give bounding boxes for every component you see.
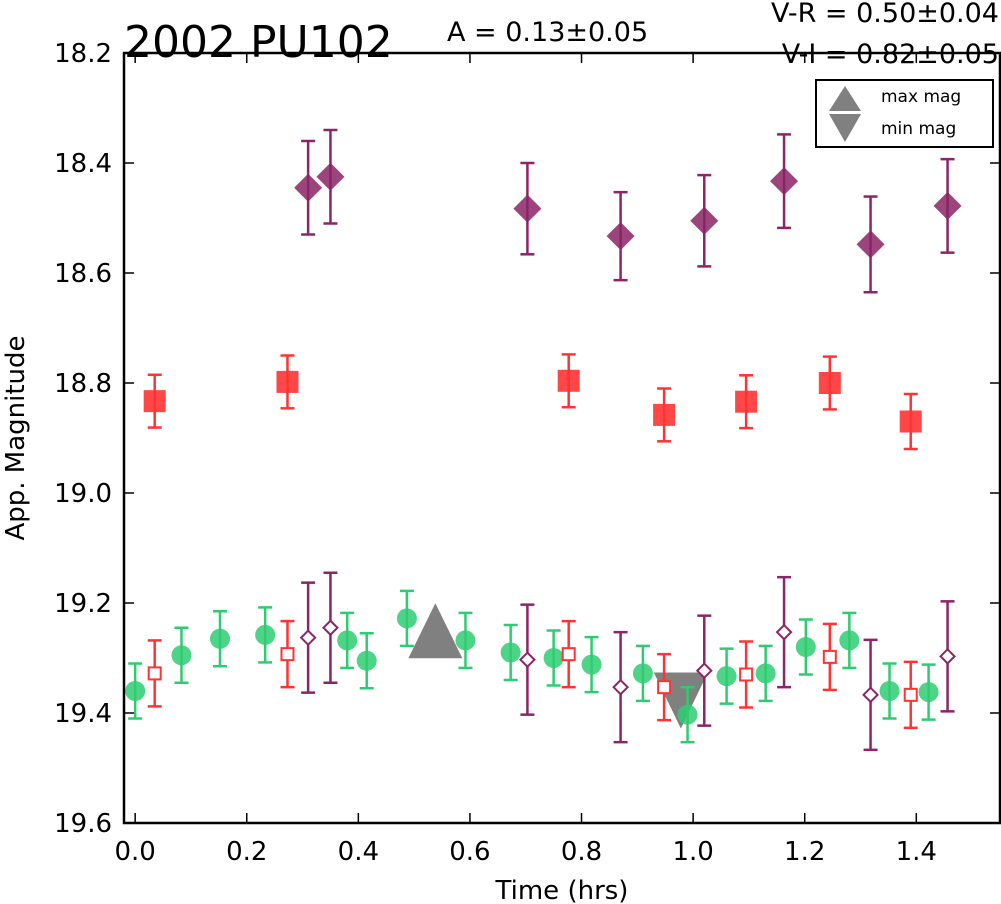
- purple-filled-point: [316, 162, 345, 191]
- purple-filled-point: [690, 206, 719, 235]
- red-open-point: [657, 680, 672, 695]
- legend-min-mag-marker: [829, 114, 861, 142]
- x-tick-label: 0.6: [449, 837, 490, 867]
- y-tick-label: 18.2: [54, 39, 112, 69]
- purple-filled-point: [770, 167, 799, 196]
- green-point: [171, 645, 192, 666]
- max-mag-triangle: [408, 603, 463, 659]
- red-open-point: [822, 649, 837, 664]
- legend-max-mag-marker: [829, 86, 861, 111]
- green-point: [632, 663, 653, 684]
- purple-open-point: [322, 619, 339, 637]
- axis-ticks: 0.0 0.2 0.4 0.6 0.8 1.0 1.2 1.4 18.2 18.4 18.6 18.8…: [54, 39, 1000, 867]
- chart-title: 2002 PU102: [124, 17, 393, 68]
- v-i-color-label: V-I = 0.82±0.05: [782, 39, 999, 70]
- y-tick-label: 19.6: [54, 809, 112, 839]
- purple-open-point: [695, 662, 713, 680]
- green-point: [209, 628, 230, 649]
- green-point: [839, 630, 860, 651]
- x-tick-label: 1.4: [896, 837, 937, 867]
- purple-open-point: [862, 686, 879, 704]
- green-point: [879, 681, 900, 701]
- y-tick-label: 18.6: [54, 259, 112, 289]
- green-point: [677, 704, 698, 725]
- y-tick-label: 18.8: [54, 369, 112, 399]
- green-point: [918, 682, 939, 703]
- green-point: [716, 666, 737, 687]
- x-tick-label: 0.4: [338, 837, 379, 867]
- purple-open-point: [612, 678, 630, 696]
- red-filled-point: [143, 390, 166, 413]
- purple-open-point: [939, 647, 956, 665]
- x-tick-label: 0.8: [561, 837, 602, 867]
- purple-open-point: [775, 623, 793, 641]
- green-point: [337, 630, 358, 651]
- legend-max-mag-label: max mag: [881, 87, 961, 107]
- red-filled-point: [557, 369, 580, 392]
- x-axis-label: Time (hrs): [495, 876, 629, 904]
- purple-filled-point: [856, 230, 885, 259]
- red-open-point: [561, 647, 576, 662]
- red-filled-point: [653, 403, 676, 426]
- x-tick-label: 0.0: [114, 837, 155, 867]
- y-tick-label: 19.0: [54, 479, 112, 509]
- red-filled-point: [276, 370, 299, 393]
- green-point: [356, 650, 377, 671]
- y-tick-label: 18.4: [54, 149, 112, 179]
- plot-frame: [122, 51, 1001, 825]
- red-filled-point: [899, 410, 922, 433]
- green-point: [500, 642, 521, 663]
- x-tick-label: 1.2: [784, 837, 825, 867]
- green-point: [396, 608, 417, 629]
- legend: max mag min mag: [815, 79, 994, 148]
- data-marks: [125, 128, 962, 752]
- amplitude-label: A = 0.13±0.05: [447, 17, 648, 48]
- green-point: [581, 654, 602, 675]
- red-filled-point: [818, 372, 841, 394]
- green-point: [795, 637, 816, 657]
- purple-open-point: [518, 651, 536, 669]
- purple-filled-point: [294, 173, 323, 202]
- purple-filled-point: [933, 191, 962, 220]
- red-filled-point: [735, 390, 758, 413]
- x-tick-label: 0.2: [226, 837, 267, 867]
- green-point: [255, 624, 276, 645]
- red-open-point: [280, 647, 295, 662]
- v-r-color-label: V-R = 0.50±0.04: [771, 0, 999, 29]
- x-tick-label: 1.0: [672, 837, 713, 867]
- green-point: [455, 630, 476, 651]
- red-open-point: [147, 666, 162, 681]
- y-tick-label: 19.4: [54, 699, 112, 729]
- red-open-point: [903, 687, 918, 702]
- green-point: [125, 681, 146, 701]
- legend-min-mag-label: min mag: [881, 119, 956, 139]
- purple-open-point: [299, 629, 317, 647]
- y-tick-label: 19.2: [54, 589, 112, 619]
- y-axis-label: App. Magnitude: [1, 335, 31, 540]
- purple-filled-point: [606, 222, 635, 251]
- green-point: [543, 648, 564, 668]
- red-open-point: [739, 667, 754, 682]
- purple-filled-point: [513, 194, 542, 223]
- green-point: [755, 663, 776, 684]
